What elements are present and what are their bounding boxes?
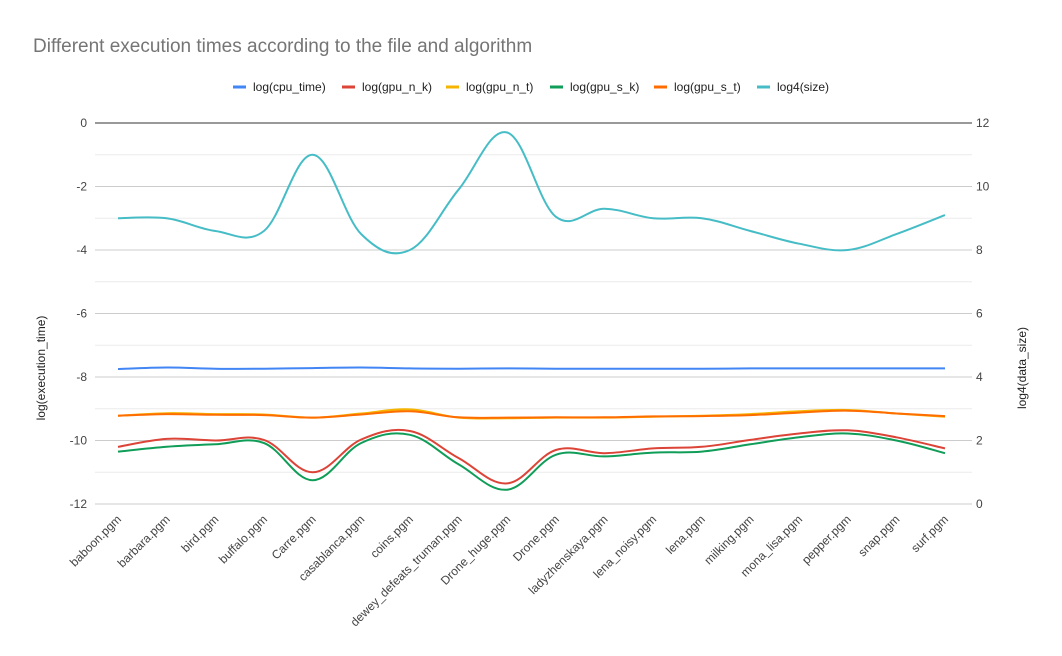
series-line-log-cpu-time bbox=[117, 366, 945, 371]
legend-label: log(gpu_n_t) bbox=[466, 80, 533, 94]
legend-label: log(cpu_time) bbox=[253, 80, 326, 94]
legend-label: log(gpu_s_k) bbox=[570, 80, 639, 94]
right-tick-label: 2 bbox=[976, 434, 983, 448]
legend-item: log(gpu_s_t) bbox=[654, 80, 741, 94]
x-tick-label: coins.pgm bbox=[367, 512, 416, 561]
left-axis-ticks: 0 -2 -4 -6 -8 -10 -12 bbox=[70, 116, 88, 511]
legend-label: log(gpu_s_t) bbox=[674, 80, 741, 94]
legend-item: log4(size) bbox=[757, 80, 829, 94]
right-axis-title: log4(data_size) bbox=[1015, 327, 1029, 409]
legend-item: log(gpu_n_k) bbox=[342, 80, 432, 94]
right-tick-label: 0 bbox=[976, 497, 983, 511]
left-tick-label: -10 bbox=[70, 434, 88, 448]
left-tick-label: -8 bbox=[76, 370, 87, 384]
legend-item: log(gpu_n_t) bbox=[446, 80, 533, 94]
series-line-log-gpu-n-k bbox=[117, 428, 946, 485]
x-tick-label: surf.pgm bbox=[908, 512, 951, 555]
x-tick-label: buffalo.pgm bbox=[216, 512, 270, 566]
x-tick-label: bird.pgm bbox=[179, 512, 222, 555]
right-axis-ticks: 12 10 8 6 4 2 0 bbox=[976, 116, 990, 511]
legend-item: log(gpu_s_k) bbox=[550, 80, 639, 94]
legend-label: log(gpu_n_k) bbox=[362, 80, 432, 94]
legend-label: log4(size) bbox=[777, 80, 829, 94]
legend: log(cpu_time) log(gpu_n_k) log(gpu_n_t) log… bbox=[233, 80, 829, 94]
series-line-log4-size bbox=[117, 131, 946, 255]
x-tick-label: Carre.pgm bbox=[269, 512, 319, 562]
left-tick-label: -6 bbox=[76, 307, 87, 321]
x-tick-label: pepper.pgm bbox=[799, 512, 854, 567]
left-axis-title: log(execution_time) bbox=[34, 316, 48, 421]
series-line-log-gpu-s-t bbox=[117, 409, 946, 419]
legend-item: log(cpu_time) bbox=[233, 80, 326, 94]
gridlines bbox=[95, 122, 972, 505]
right-tick-label: 6 bbox=[976, 307, 983, 321]
x-tick-label: snap.pgm bbox=[855, 512, 902, 559]
chart-title: Different execution times according to t… bbox=[33, 36, 532, 57]
right-tick-label: 4 bbox=[976, 370, 983, 384]
left-tick-label: -4 bbox=[76, 243, 87, 257]
x-tick-label: barbara.pgm bbox=[115, 512, 173, 570]
left-tick-label: -2 bbox=[76, 180, 87, 194]
x-tick-label: Drone.pgm bbox=[510, 512, 562, 564]
x-tick-label: lena.pgm bbox=[663, 512, 708, 557]
series-lines bbox=[117, 131, 946, 491]
left-tick-label: -12 bbox=[70, 497, 88, 511]
right-tick-label: 8 bbox=[976, 243, 983, 257]
right-tick-label: 12 bbox=[976, 116, 990, 130]
series-line-log-gpu-s-k bbox=[117, 432, 946, 491]
left-tick-label: 0 bbox=[80, 116, 87, 130]
right-tick-label: 10 bbox=[976, 180, 990, 194]
